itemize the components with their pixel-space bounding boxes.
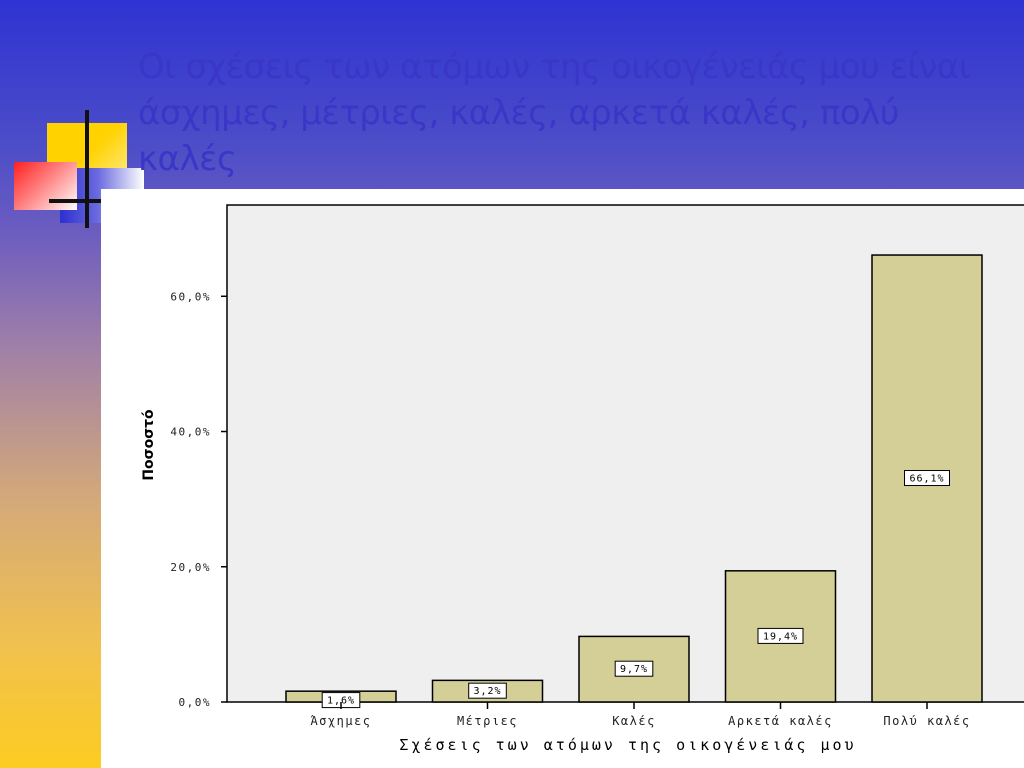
x-tick-label: Αρκετά καλές <box>728 714 833 728</box>
decor-vertical-line <box>85 110 89 228</box>
y-tick-label: 20,0% <box>170 561 211 574</box>
bar-label: 9,7% <box>620 664 648 675</box>
bars: 1,6% 3,2% 9,7% 19,4% 66,1% <box>285 254 983 709</box>
bar-label-box <box>614 660 654 677</box>
bar-label-box <box>468 682 507 699</box>
x-tick-label: Καλές <box>612 714 656 728</box>
slide-title: Οι σχέσεις των ατόμων της οικογένειάς μο… <box>138 47 970 179</box>
bar-label: 66,1% <box>909 474 944 485</box>
y-axis-ticks: 0,0% 20,0% 40,0% 60,0% <box>170 290 227 709</box>
decor-horizontal-line <box>49 199 101 203</box>
bar-label: 3,2% <box>473 686 501 697</box>
bar-label: 1,6% <box>327 696 355 707</box>
y-tick-label: 40,0% <box>170 426 211 439</box>
x-tick-label: Άσχημες <box>310 714 371 728</box>
x-axis-ticks: Άσχημες Μέτριες Καλές Αρκετά καλές Πολύ καλέ… <box>310 702 970 728</box>
bar-label: 19,4% <box>763 631 798 642</box>
y-tick-label: 60,0% <box>170 290 211 303</box>
x-axis-title: Σχέσεις των ατόμων της οικογένειάς μου <box>399 736 856 754</box>
bar-label-box <box>757 627 804 644</box>
bar-chart: 0,0% 20,0% 40,0% 60,0% 1,6% 3,2% 9,7% 19,4% 66,… <box>141 204 1024 754</box>
x-tick-label: Πολύ καλές <box>883 714 970 728</box>
x-tick-label: Μέτριες <box>457 714 518 728</box>
y-axis-title: Ποσοστό <box>141 409 157 481</box>
bar-label-box <box>904 470 950 487</box>
chart-panel: 0,0% 20,0% 40,0% 60,0% 1,6% 3,2% 9,7% 19,4% 66,… <box>101 189 1024 768</box>
y-tick-label: 0,0% <box>179 696 212 709</box>
